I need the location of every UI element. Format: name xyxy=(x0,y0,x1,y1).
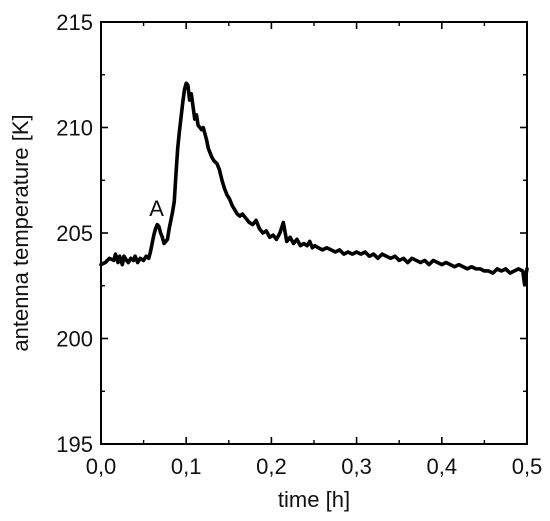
x-tick-label: 0,3 xyxy=(341,454,372,479)
plot-frame xyxy=(100,21,528,445)
x-tick-label: 0,2 xyxy=(256,454,287,479)
series-line xyxy=(99,81,529,286)
x-tick-label: 0,1 xyxy=(171,454,202,479)
x-tick-label: 0,4 xyxy=(427,454,458,479)
x-tick-label: 0,0 xyxy=(86,454,117,479)
y-tick-label: 195 xyxy=(56,432,93,457)
peak-annotation: A xyxy=(149,196,164,221)
y-tick-label: 215 xyxy=(56,10,93,35)
y-tick-label: 210 xyxy=(56,116,93,141)
y-tick-label: 205 xyxy=(56,221,93,246)
x-tick-label: 0,5 xyxy=(512,454,543,479)
y-axis-title: antenna temperature [K] xyxy=(8,114,33,351)
x-axis-title: time [h] xyxy=(278,487,350,512)
y-tick-label: 200 xyxy=(56,327,93,352)
